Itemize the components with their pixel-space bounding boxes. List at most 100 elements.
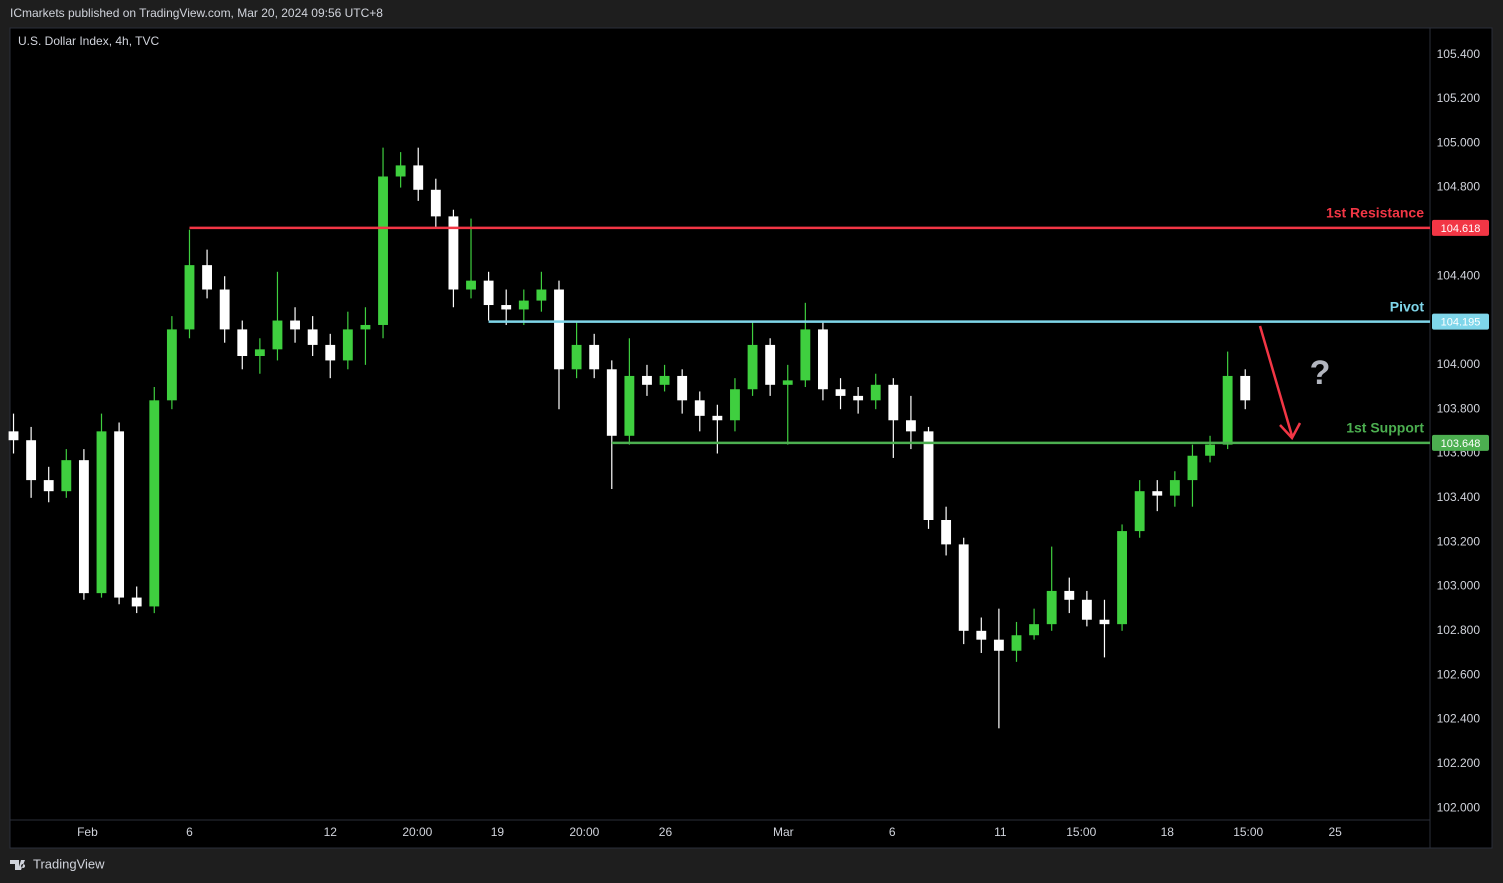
candle-body: [1134, 491, 1145, 532]
level-label: 1st Support: [1346, 420, 1424, 436]
candle-body: [870, 384, 881, 401]
candle-body: [818, 329, 828, 390]
price-tag: [1432, 219, 1489, 236]
price-tag-label: 104.618: [1441, 223, 1481, 235]
candle-body: [958, 544, 969, 631]
candle-body: [993, 639, 1004, 651]
candle-body: [1011, 635, 1022, 651]
candle-body: [1152, 491, 1163, 496]
candle-body: [606, 369, 617, 436]
x-tick-label: 20:00: [569, 825, 599, 839]
x-tick-label: 12: [324, 825, 338, 839]
candle-body: [290, 320, 300, 330]
price-tag-label: 104.195: [1441, 317, 1481, 329]
candle-body: [43, 480, 54, 492]
candle-body: [642, 375, 652, 385]
x-tick-label: 6: [186, 825, 193, 839]
candle-body: [1222, 375, 1233, 445]
x-tick-label: Mar: [773, 825, 794, 839]
y-tick-label: 104.000: [1437, 357, 1481, 371]
candle-body: [254, 349, 265, 356]
candle-body: [342, 329, 353, 361]
candle-body: [747, 344, 758, 390]
y-tick-label: 102.200: [1437, 756, 1481, 770]
candle-body: [518, 300, 529, 310]
y-tick-label: 105.000: [1437, 135, 1481, 149]
candle-body: [448, 216, 459, 290]
candle-body: [765, 344, 776, 385]
candle-body: [1240, 375, 1251, 401]
y-tick-label: 103.800: [1437, 401, 1481, 415]
candle-body: [1046, 590, 1057, 625]
plot-area: [9, 27, 1493, 849]
candle-body: [8, 431, 19, 441]
candle-body: [430, 189, 441, 217]
y-tick-label: 103.400: [1437, 490, 1481, 504]
price-tag-label: 103.648: [1441, 438, 1481, 450]
y-tick-label: 103.000: [1437, 579, 1481, 593]
y-tick-label: 102.000: [1437, 800, 1481, 814]
candle-body: [1187, 455, 1198, 481]
x-tick-label: 15:00: [1233, 825, 1263, 839]
candle-body: [659, 375, 670, 385]
price-tag: [1432, 434, 1489, 451]
candle-body: [1117, 531, 1127, 625]
x-tick-label: 25: [1328, 825, 1342, 839]
candles: [8, 147, 1251, 729]
candle-body: [378, 176, 388, 325]
price-tag: [1432, 313, 1489, 330]
tv-logo: [10, 860, 26, 870]
candle-body: [483, 280, 494, 306]
y-tick-label: 102.800: [1437, 623, 1481, 637]
candle-body: [923, 431, 934, 520]
annotation: ?: [1310, 354, 1331, 392]
candle-body: [905, 420, 916, 432]
candle-body: [307, 329, 318, 345]
level-label: 1st Resistance: [1326, 205, 1424, 221]
x-tick-label: 26: [659, 825, 673, 839]
candle-body: [888, 384, 899, 421]
candle-body: [589, 344, 600, 370]
candle-body: [941, 520, 952, 545]
y-tick-label: 104.800: [1437, 180, 1481, 194]
candle-body: [1099, 619, 1110, 625]
candle-body: [694, 400, 705, 416]
candle-body: [219, 289, 230, 330]
y-tick-label: 103.200: [1437, 534, 1481, 548]
x-tick-label: Feb: [77, 825, 98, 839]
candle-body: [78, 460, 89, 594]
candle-body: [1064, 590, 1075, 600]
candle-body: [237, 329, 248, 356]
footer-brand: TradingView: [33, 856, 105, 871]
candle-body: [800, 329, 811, 381]
y-tick-label: 104.400: [1437, 268, 1481, 282]
y-tick-label: 105.400: [1437, 47, 1481, 61]
x-tick-label: 18: [1161, 825, 1175, 839]
y-tick-label: 102.600: [1437, 667, 1481, 681]
candle-body: [360, 324, 371, 330]
x-tick-label: 15:00: [1066, 825, 1096, 839]
level-label: Pivot: [1390, 298, 1425, 314]
candle-body: [554, 289, 564, 370]
candle-body: [96, 431, 107, 594]
candle-body: [272, 320, 283, 350]
candle-body: [782, 380, 793, 385]
x-tick-label: 6: [889, 825, 896, 839]
candle-body: [1169, 480, 1180, 496]
publisher: ICmarkets published on TradingView.com, …: [10, 6, 383, 20]
y-tick-label: 102.400: [1437, 712, 1481, 726]
candle-body: [325, 344, 336, 361]
candle-body: [149, 400, 160, 607]
candle-body: [131, 597, 142, 607]
candle-body: [730, 389, 740, 421]
candle-body: [712, 415, 723, 421]
candle-body: [1205, 444, 1215, 456]
candle-body: [166, 329, 177, 401]
candle-body: [624, 375, 635, 436]
candle-body: [26, 440, 37, 481]
candle-body: [976, 630, 987, 640]
candle-body: [677, 375, 688, 401]
chart-title: U.S. Dollar Index, 4h, TVC: [18, 34, 160, 48]
candle-body: [1029, 624, 1040, 636]
